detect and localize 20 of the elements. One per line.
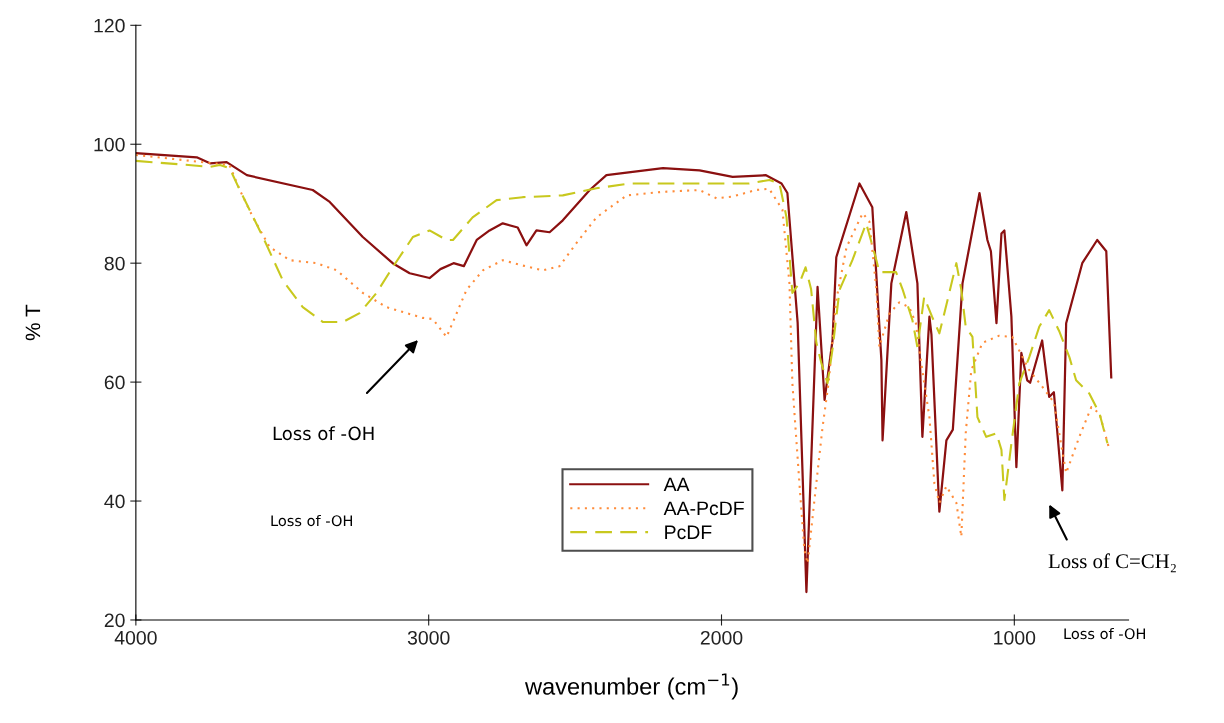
- annotation: Loss of -OH: [271, 514, 352, 527]
- y-axis-title: % T: [25, 304, 41, 341]
- x-tick-label: 2000: [700, 630, 743, 645]
- legend-label: PcDF: [665, 525, 712, 540]
- y-tick-label: 120: [94, 18, 125, 33]
- x-axis-title: wavenumber (cm$^{−1}$): [524, 673, 738, 700]
- y-tick-label: 100: [94, 137, 125, 152]
- line-series: [135, 159, 1109, 501]
- y-tick-label: 40: [104, 494, 125, 509]
- x-tick-label: 3000: [407, 630, 450, 645]
- y-tick-label: 20: [104, 613, 125, 628]
- y-tick-label: 80: [104, 256, 125, 271]
- annotation: Loss of -OH: [273, 426, 374, 441]
- legend-label: AA-PcDF: [663, 501, 744, 516]
- text: Loss of -OH: [1064, 627, 1145, 640]
- legend-label: AA: [663, 477, 690, 492]
- x-tick-label: 1000: [994, 630, 1036, 645]
- x-tick-label: 4000: [114, 630, 157, 645]
- annotation: Loss of C=CH₂: [1048, 553, 1176, 573]
- y-tick-label: 60: [104, 375, 125, 390]
